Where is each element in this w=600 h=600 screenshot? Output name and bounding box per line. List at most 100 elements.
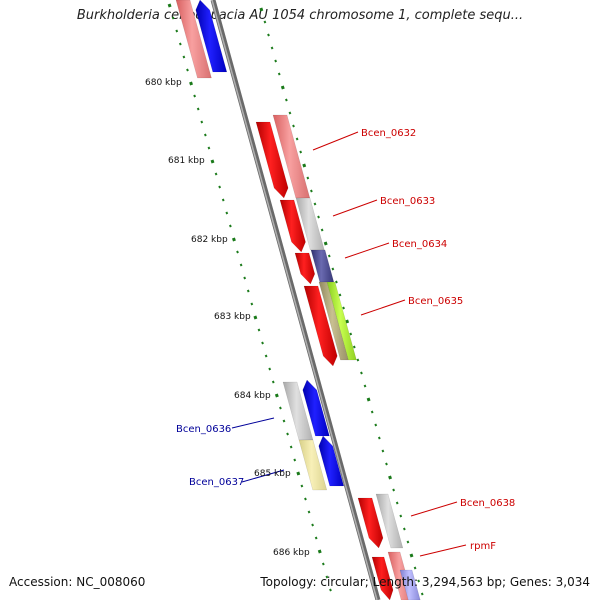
tick-mark: [299, 150, 303, 154]
cds-bcen-0638: [357, 497, 384, 549]
tick-mark: [282, 419, 286, 423]
tick-mark: [417, 579, 421, 583]
tick-mark: [292, 124, 295, 128]
tick-mark: [259, 7, 264, 12]
gene-label-bcen-0632[interactable]: Bcen_0632: [361, 128, 416, 139]
tick-mark: [200, 120, 204, 124]
tick-mark: [225, 211, 229, 215]
tick-mark: [280, 85, 285, 90]
tick-mark: [284, 98, 288, 102]
tick-mark: [196, 107, 200, 111]
tick-mark: [413, 566, 417, 570]
gene-track[interactable]: [175, 0, 421, 600]
tick-mark: [321, 562, 325, 566]
tick-mark: [289, 445, 293, 449]
leader-line: [312, 131, 359, 151]
tick-mark: [329, 588, 332, 592]
cds-bcen-0634: [294, 252, 316, 285]
gene-downstream-1: [399, 569, 421, 600]
tick-mark: [171, 16, 175, 20]
tick-mark: [210, 159, 215, 164]
leader-line: [231, 417, 275, 429]
tick-mark: [203, 133, 207, 137]
leader-line: [410, 501, 458, 517]
tick-mark: [218, 185, 222, 189]
gene-labels: Bcen_0632 Bcen_0633 Bcen_0634 Bcen_0635 …: [176, 128, 515, 552]
gene-bcen-0634: [310, 249, 335, 283]
tick-mark: [349, 332, 353, 336]
gene-label-bcen-0634[interactable]: Bcen_0634: [392, 239, 447, 250]
tick-mark: [304, 497, 307, 501]
tick-mark: [352, 345, 356, 349]
tick-mark: [228, 224, 232, 228]
tick-mark: [214, 172, 218, 176]
tick-mark: [313, 202, 317, 206]
tick-mark: [277, 72, 281, 76]
tick-mark: [327, 254, 331, 258]
tick-mark: [323, 241, 328, 246]
tick-mark: [221, 198, 225, 202]
scale-label: 684 kbp: [234, 391, 271, 401]
tick-mark: [271, 380, 275, 384]
tick-mark: [270, 46, 274, 50]
tick-mark: [307, 510, 311, 514]
tick-mark: [167, 3, 172, 8]
tick-mark: [335, 280, 338, 284]
tick-mark: [409, 553, 414, 558]
tick-mark: [274, 59, 278, 63]
tick-mark: [296, 471, 301, 476]
tick-mark: [363, 384, 367, 388]
tick-mark: [243, 276, 247, 280]
tick-mark: [342, 306, 345, 310]
leader-line: [332, 199, 378, 217]
tick-mark: [317, 215, 320, 219]
accession-text: Accession: NC_008060: [9, 575, 146, 589]
gene-label-bcen-0636[interactable]: Bcen_0636: [176, 424, 231, 435]
tick-mark: [392, 488, 396, 492]
tick-mark: [310, 189, 313, 193]
cds-rpmf: [371, 556, 394, 600]
tick-mark: [236, 250, 239, 254]
tick-mark: [402, 527, 406, 531]
tick-mark: [377, 436, 381, 440]
tick-mark: [182, 55, 186, 59]
chromosome-backbone: [210, 0, 381, 600]
tick-mark: [385, 462, 388, 466]
cds-bcen-0632: [255, 121, 289, 199]
gene-label-bcen-0633[interactable]: Bcen_0633: [380, 196, 435, 207]
tick-mark: [293, 458, 297, 462]
scale-label: 680 kbp: [145, 78, 182, 88]
tick-mark: [317, 549, 322, 554]
tick-mark: [311, 523, 314, 527]
leader-line: [419, 544, 467, 557]
label-leaders: [231, 131, 467, 557]
tick-mark: [186, 68, 189, 72]
tick-mark: [261, 341, 264, 345]
gene-label-bcen-0637[interactable]: Bcen_0637: [189, 477, 244, 488]
tick-mark: [268, 367, 272, 371]
tick-mark: [178, 42, 182, 46]
scale-label: 682 kbp: [191, 235, 228, 245]
tick-mark: [257, 328, 261, 332]
gene-bcen-0638: [375, 493, 404, 549]
tick-mark: [370, 410, 374, 414]
tick-mark: [406, 540, 410, 544]
tick-mark: [239, 263, 243, 267]
tick-mark: [274, 393, 279, 398]
gene-label-rpmf[interactable]: rpmF: [470, 541, 496, 552]
scale-label: 683 kbp: [214, 312, 251, 322]
gene-bcen-0637: [298, 439, 328, 491]
tick-mark: [207, 146, 211, 150]
cds-upstream-1: [195, 0, 228, 73]
gene-label-bcen-0638[interactable]: Bcen_0638: [460, 498, 515, 509]
tick-mark: [366, 397, 371, 402]
gene-label-bcen-0635[interactable]: Bcen_0635: [408, 296, 463, 307]
tick-mark: [320, 228, 324, 232]
tick-mark: [306, 176, 310, 180]
tick-mark: [300, 484, 304, 488]
tick-mark: [253, 315, 258, 320]
tick-mark: [388, 475, 392, 480]
leader-line: [360, 299, 406, 316]
tick-mark: [267, 33, 270, 37]
